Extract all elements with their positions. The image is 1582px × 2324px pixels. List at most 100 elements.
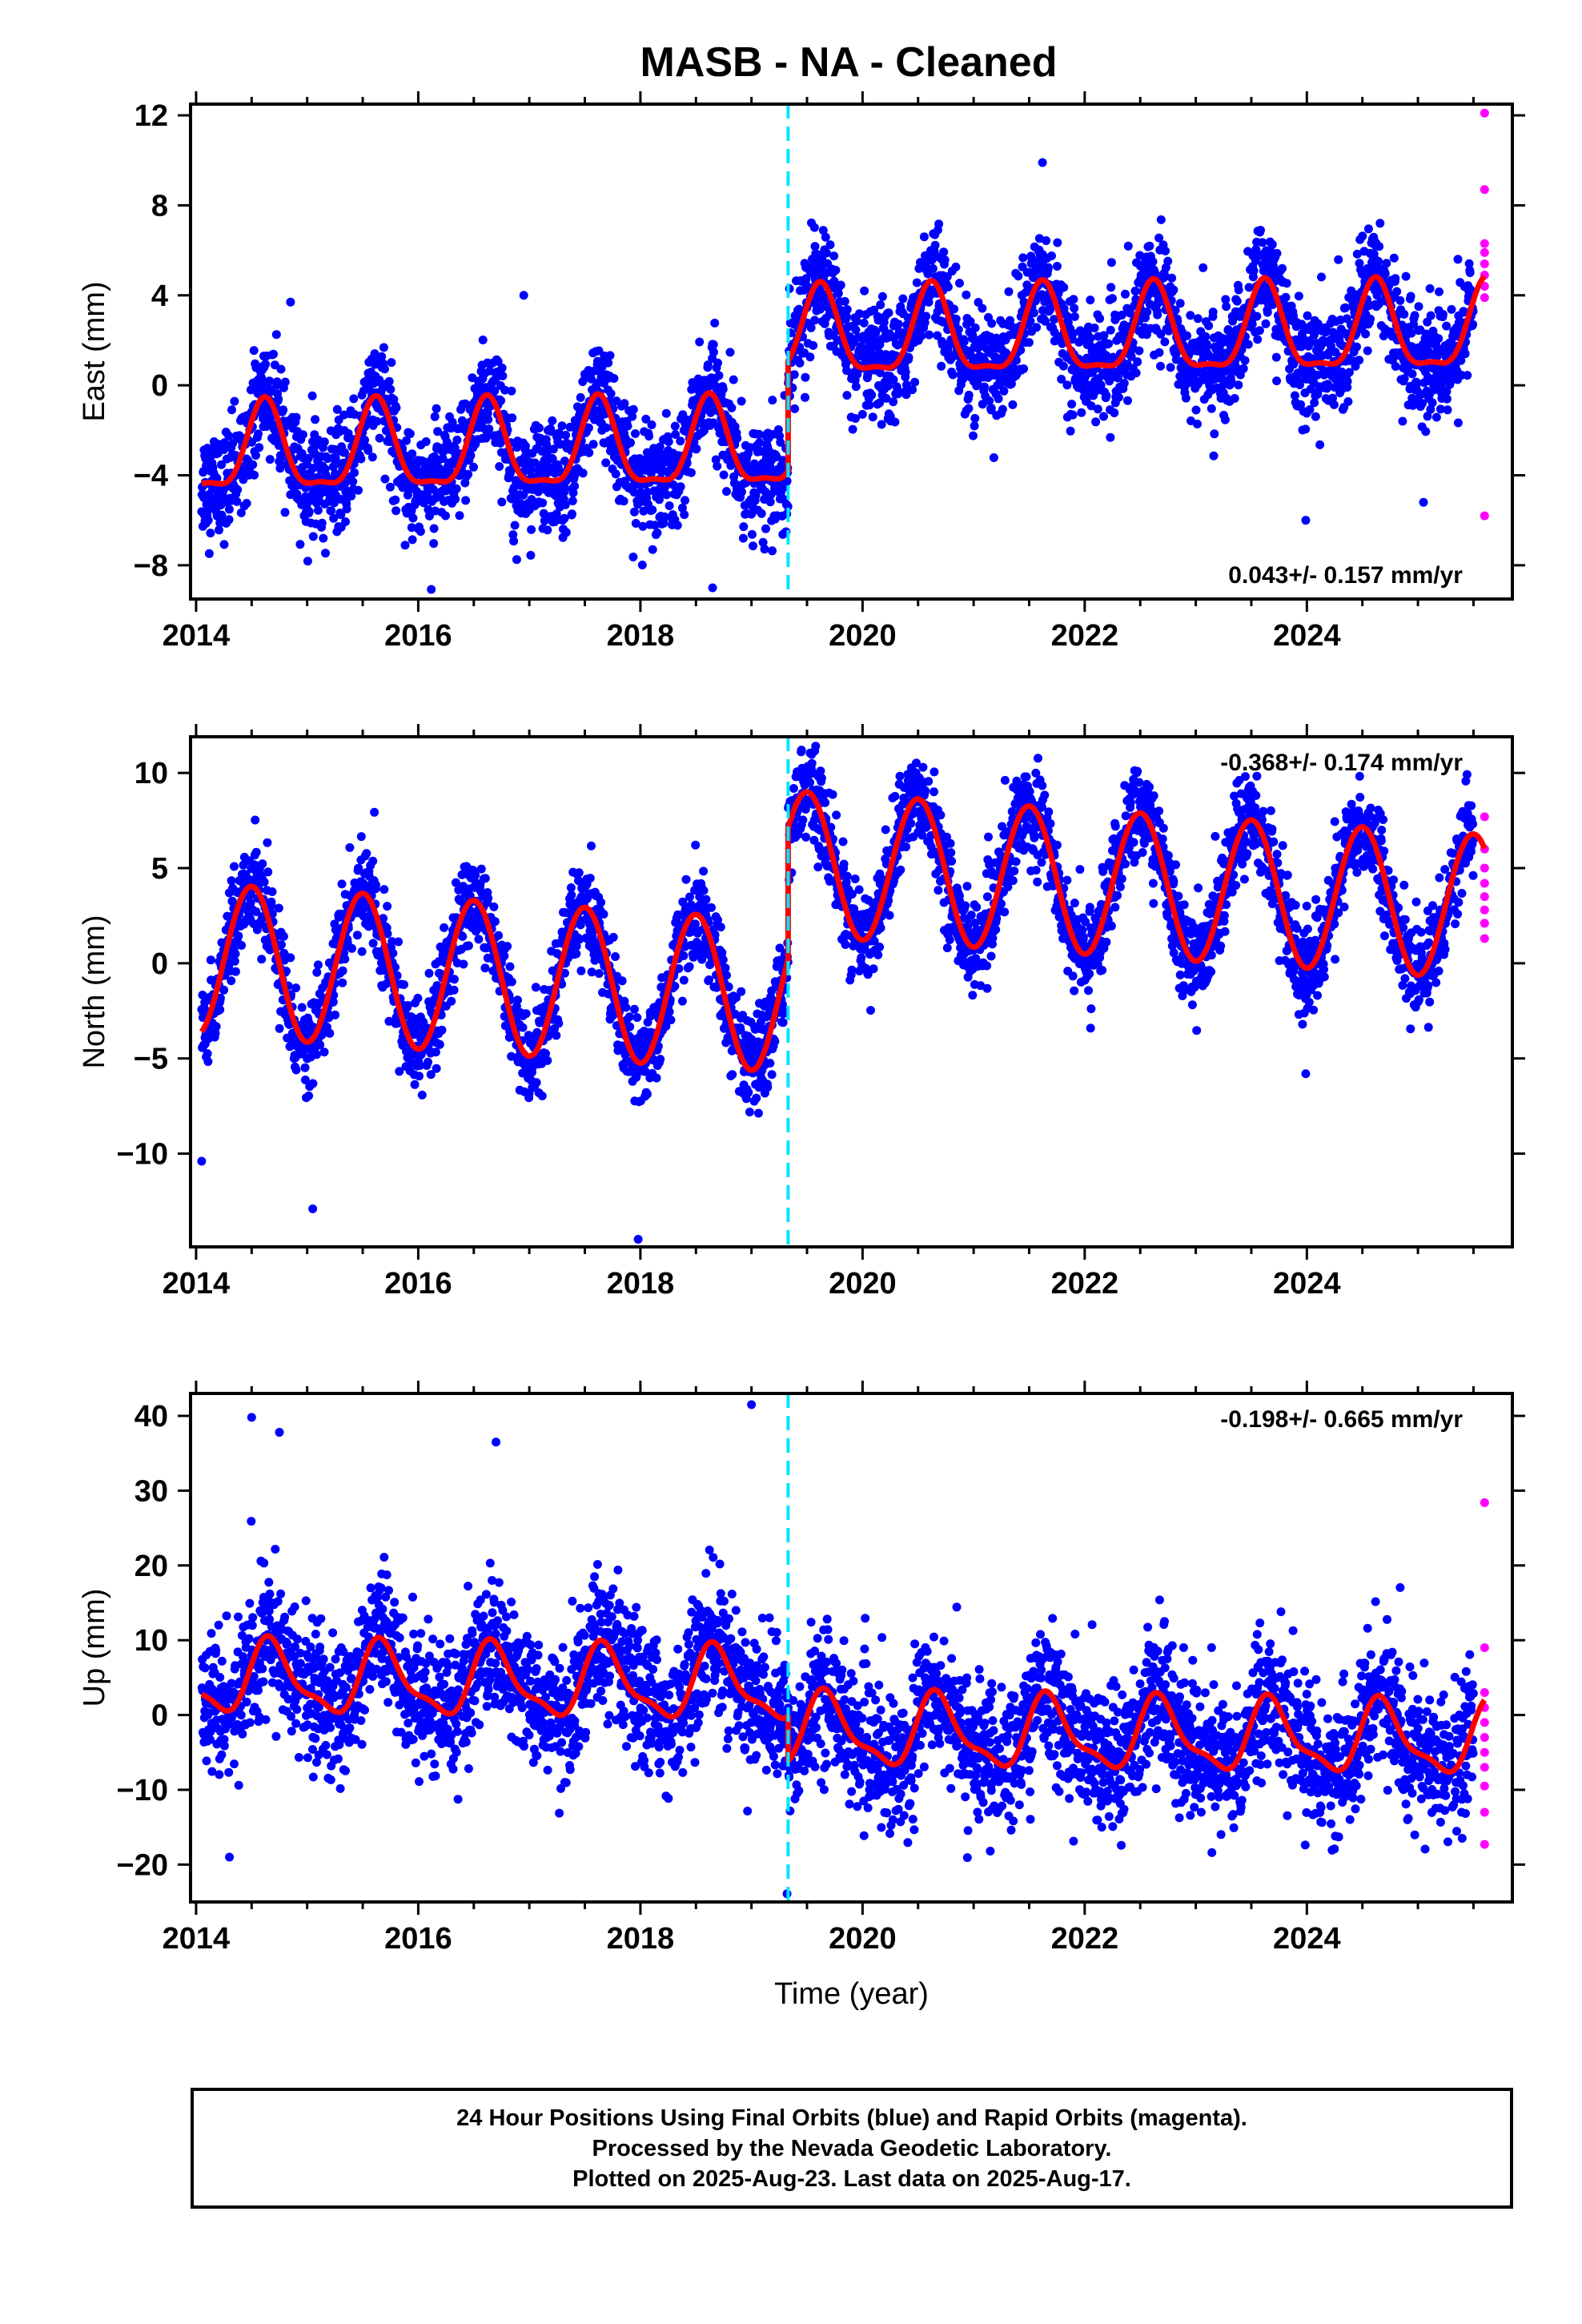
data-point: [857, 342, 866, 352]
data-point: [1435, 287, 1443, 296]
data-point: [801, 274, 811, 283]
data-point: [676, 436, 685, 446]
data-point: [384, 1016, 394, 1026]
data-point: [312, 1050, 321, 1059]
data-point: [267, 385, 275, 395]
data-point: [561, 528, 571, 537]
data-point: [480, 874, 490, 883]
data-point: [339, 448, 349, 457]
data-point: [429, 539, 439, 549]
data-point: [217, 460, 227, 469]
data-point: [387, 937, 397, 947]
data-point: [758, 537, 768, 547]
data-point: [429, 524, 439, 533]
data-point: [451, 878, 460, 887]
data-point: [989, 453, 998, 462]
data-point: [400, 980, 408, 989]
data-point: [648, 505, 657, 515]
data-point: [890, 417, 900, 427]
data-point: [280, 377, 290, 387]
data-point: [877, 420, 886, 429]
data-point: [1068, 410, 1078, 420]
data-point: [279, 405, 288, 415]
data-point: [388, 948, 398, 958]
data-point: [1167, 273, 1177, 283]
data-point: [655, 442, 665, 452]
data-point: [319, 533, 328, 543]
data-point: [904, 352, 913, 362]
data-point: [1142, 308, 1152, 316]
data-point: [426, 1070, 436, 1080]
data-point: [509, 483, 519, 493]
x-tick-label: 2024: [1273, 619, 1341, 653]
data-point: [584, 423, 593, 432]
data-point: [560, 500, 570, 509]
data-point: [1123, 241, 1133, 251]
data-point: [1170, 306, 1180, 315]
data-point: [466, 451, 476, 460]
data-point: [810, 242, 820, 251]
data-point: [568, 509, 576, 519]
data-point: [713, 461, 722, 471]
data-point: [230, 862, 239, 871]
data-point: [490, 917, 500, 927]
data-point: [881, 393, 891, 403]
data-point: [1334, 255, 1343, 264]
data-point: [1153, 310, 1162, 320]
data-point: [380, 474, 390, 484]
data-point: [395, 1067, 404, 1076]
data-point: [1181, 393, 1191, 403]
y-tick-label: 4: [151, 279, 168, 313]
data-point: [664, 466, 673, 476]
data-point: [383, 929, 392, 939]
data-point: [552, 1031, 561, 1040]
data-point: [1126, 352, 1136, 361]
data-point: [1382, 259, 1391, 268]
outlier-point: [286, 297, 295, 307]
east-velocity-label: 0.043+/- 0.157 mm/yr: [1228, 562, 1463, 589]
data-point: [1193, 314, 1203, 324]
data-point: [1057, 375, 1066, 384]
data-point: [356, 454, 366, 464]
data-point: [585, 874, 595, 883]
data-point: [1355, 356, 1364, 365]
data-point: [329, 513, 339, 523]
data-point: [394, 937, 404, 947]
data-point: [496, 396, 506, 405]
data-point: [1106, 258, 1116, 267]
data-point: [1228, 316, 1238, 326]
data-point: [650, 521, 660, 530]
data-point: [367, 452, 377, 462]
data-point: [249, 346, 259, 356]
data-point: [1047, 251, 1056, 260]
data-point: [495, 462, 504, 471]
data-point: [747, 529, 757, 539]
data-point: [851, 414, 860, 423]
data-point: [1358, 231, 1367, 241]
data-point: [1148, 257, 1158, 267]
data-point: [234, 931, 243, 941]
data-point: [644, 432, 654, 441]
data-point: [560, 484, 570, 493]
data-point: [1267, 239, 1277, 249]
data-point: [542, 440, 552, 449]
data-point: [768, 396, 777, 405]
data-point: [677, 503, 687, 513]
data-point: [325, 1028, 335, 1038]
data-point: [547, 427, 556, 436]
data-point: [1201, 332, 1211, 341]
data-point: [297, 1003, 307, 1012]
data-point: [1380, 269, 1390, 279]
data-point: [1018, 253, 1028, 263]
data-point: [352, 931, 362, 940]
data-point: [1099, 412, 1108, 421]
data-point: [1154, 348, 1164, 357]
data-point: [1376, 297, 1385, 307]
data-point: [500, 951, 509, 961]
data-point: [1434, 334, 1443, 344]
data-point: [263, 838, 272, 847]
data-point: [300, 1076, 310, 1084]
data-point: [1204, 321, 1214, 331]
data-point: [1130, 286, 1140, 296]
data-point: [1366, 314, 1375, 324]
